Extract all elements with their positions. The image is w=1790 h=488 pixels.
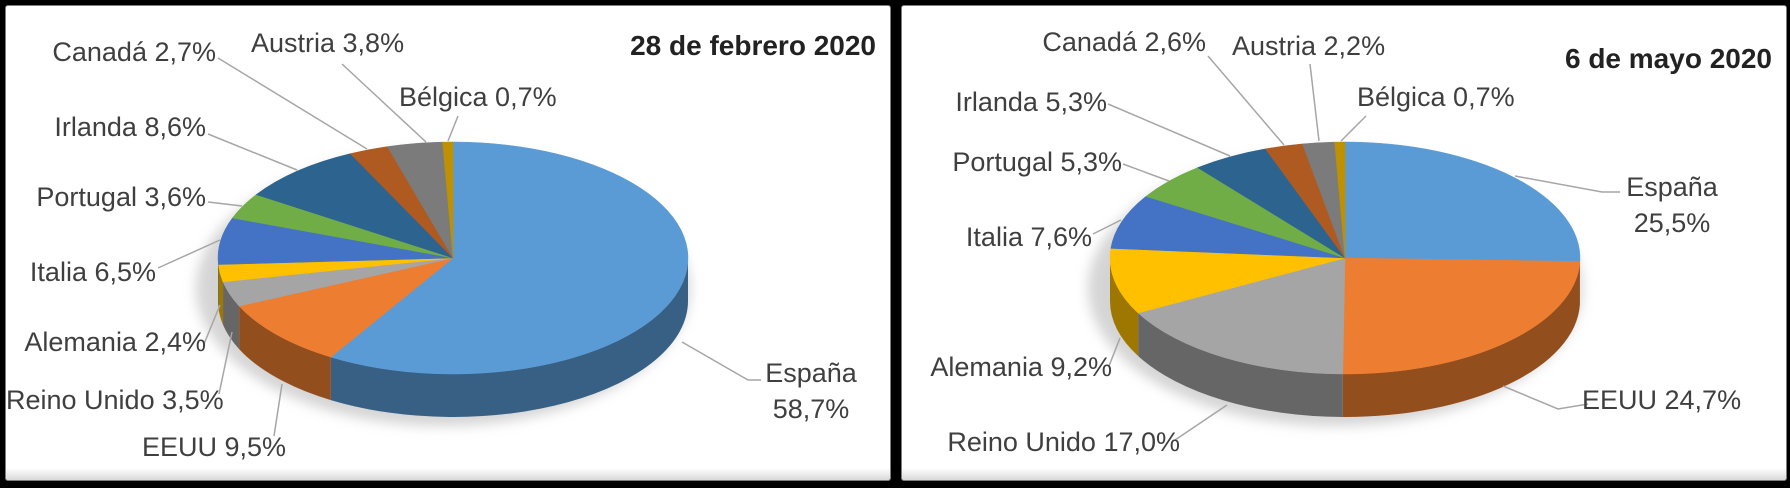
pie-wall-reino-unido [1138,313,1343,417]
pie-wall-espana [330,258,688,417]
leader-line-canada [1207,55,1285,146]
leader-line-austria [341,63,427,143]
chart-panel-febrero: España 58,7% EEUU 9,5% Reino Unido 3,5% Alem… [5,5,891,481]
leader-line-irlanda [207,133,298,171]
leader-line-eeuu [273,383,283,437]
leader-line-canada [217,57,368,150]
leader-line-italia [1092,219,1122,235]
leader-line-italia [157,239,221,269]
pie-slice-eeuu [1342,257,1581,375]
chart-title-mayo: 6 de mayo 2020 [1564,43,1772,74]
pie-slice-eeuu [238,257,454,358]
leader-line-reino-unido [218,331,233,395]
pie-slice-espana [330,141,689,375]
pie-wall-eeuu [239,306,331,401]
leader-line-espana [681,341,761,381]
pie-slice-espana [1344,141,1581,262]
pie-slice-italia [1110,196,1346,259]
pie-slice-belgica [1334,141,1346,259]
leader-line-alemania [203,304,221,345]
leader-line-espana [1514,175,1620,193]
leader-line-austria [1309,63,1320,142]
leader-line-alemania [1108,337,1121,367]
pie-wall-alemania [1110,258,1139,357]
leader-line-irlanda [1107,103,1231,157]
pie-chart-mayo [1088,55,1620,441]
leader-line-belgica [447,115,459,142]
leader-line-portugal [1122,163,1170,182]
chart-panel-mayo: España 25,5% EEUU 24,7% Reino Unido 17,0% Al… [901,5,1787,481]
leader-line-belgica [1340,115,1367,142]
leader-line-eeuu [1502,385,1589,410]
pie-slice-irlanda [255,153,454,259]
pie-slice-alemania [1109,248,1346,314]
pie-slice-reino-unido [1137,257,1346,375]
leader-line-portugal [207,201,243,207]
pie-slice-belgica [442,141,454,259]
pie-wall-reino-unido [223,281,240,350]
chart-title-febrero: 28 de febrero 2020 [630,30,876,61]
leader-line-reino-unido [1174,404,1228,441]
pie-chart-febrero [157,57,761,437]
pie-wall-eeuu [1342,261,1580,418]
